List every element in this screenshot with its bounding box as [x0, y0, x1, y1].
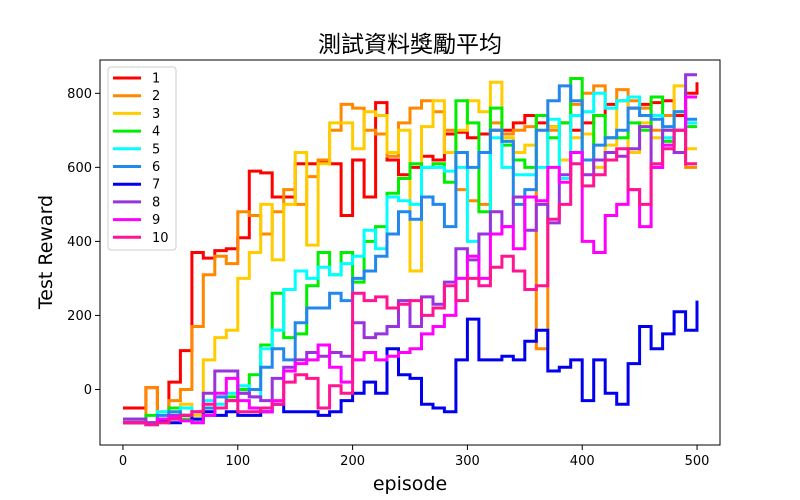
legend-label-10: 10: [152, 231, 169, 246]
series-line-5: [123, 91, 697, 425]
series-group: [123, 73, 699, 427]
legend-label-8: 8: [152, 195, 160, 210]
chart-title: 測試資料獎勵平均: [318, 32, 502, 58]
y-tick-label: 400: [67, 235, 92, 250]
legend: 1 2 3 4 5 6 7 8 9 10: [107, 66, 177, 251]
y-tick-label: 600: [67, 161, 92, 176]
legend-label-2: 2: [152, 89, 160, 104]
series-line-3: [123, 80, 697, 425]
x-tick-label: 300: [455, 454, 480, 469]
x-tick-label: 0: [119, 454, 127, 469]
y-axis-label: Test Reward: [35, 195, 57, 310]
series-line-9: [123, 95, 697, 427]
x-tick-label: 400: [570, 454, 595, 469]
series-line-10: [123, 128, 697, 427]
legend-label-9: 9: [152, 213, 160, 228]
series-line-2: [123, 84, 697, 425]
legend-label-5: 5: [152, 142, 160, 157]
y-tick-label: 200: [67, 309, 92, 324]
y-tick-label: 0: [84, 383, 92, 398]
legend-label-3: 3: [152, 107, 160, 122]
x-tick-label: 100: [225, 454, 250, 469]
legend-label-4: 4: [152, 125, 160, 140]
legend-label-7: 7: [152, 178, 160, 193]
legend-label-1: 1: [152, 72, 160, 87]
x-tick-label: 500: [685, 454, 710, 469]
x-tick-label: 200: [340, 454, 365, 469]
series-line-7: [123, 300, 699, 427]
y-tick-label: 800: [67, 87, 92, 102]
legend-label-6: 6: [152, 160, 160, 175]
axis-ticks: 0 100 200 300 400 500 0 200 400 600 800: [67, 87, 709, 469]
x-axis-label: episode: [373, 473, 447, 495]
series-line-6: [123, 84, 697, 425]
